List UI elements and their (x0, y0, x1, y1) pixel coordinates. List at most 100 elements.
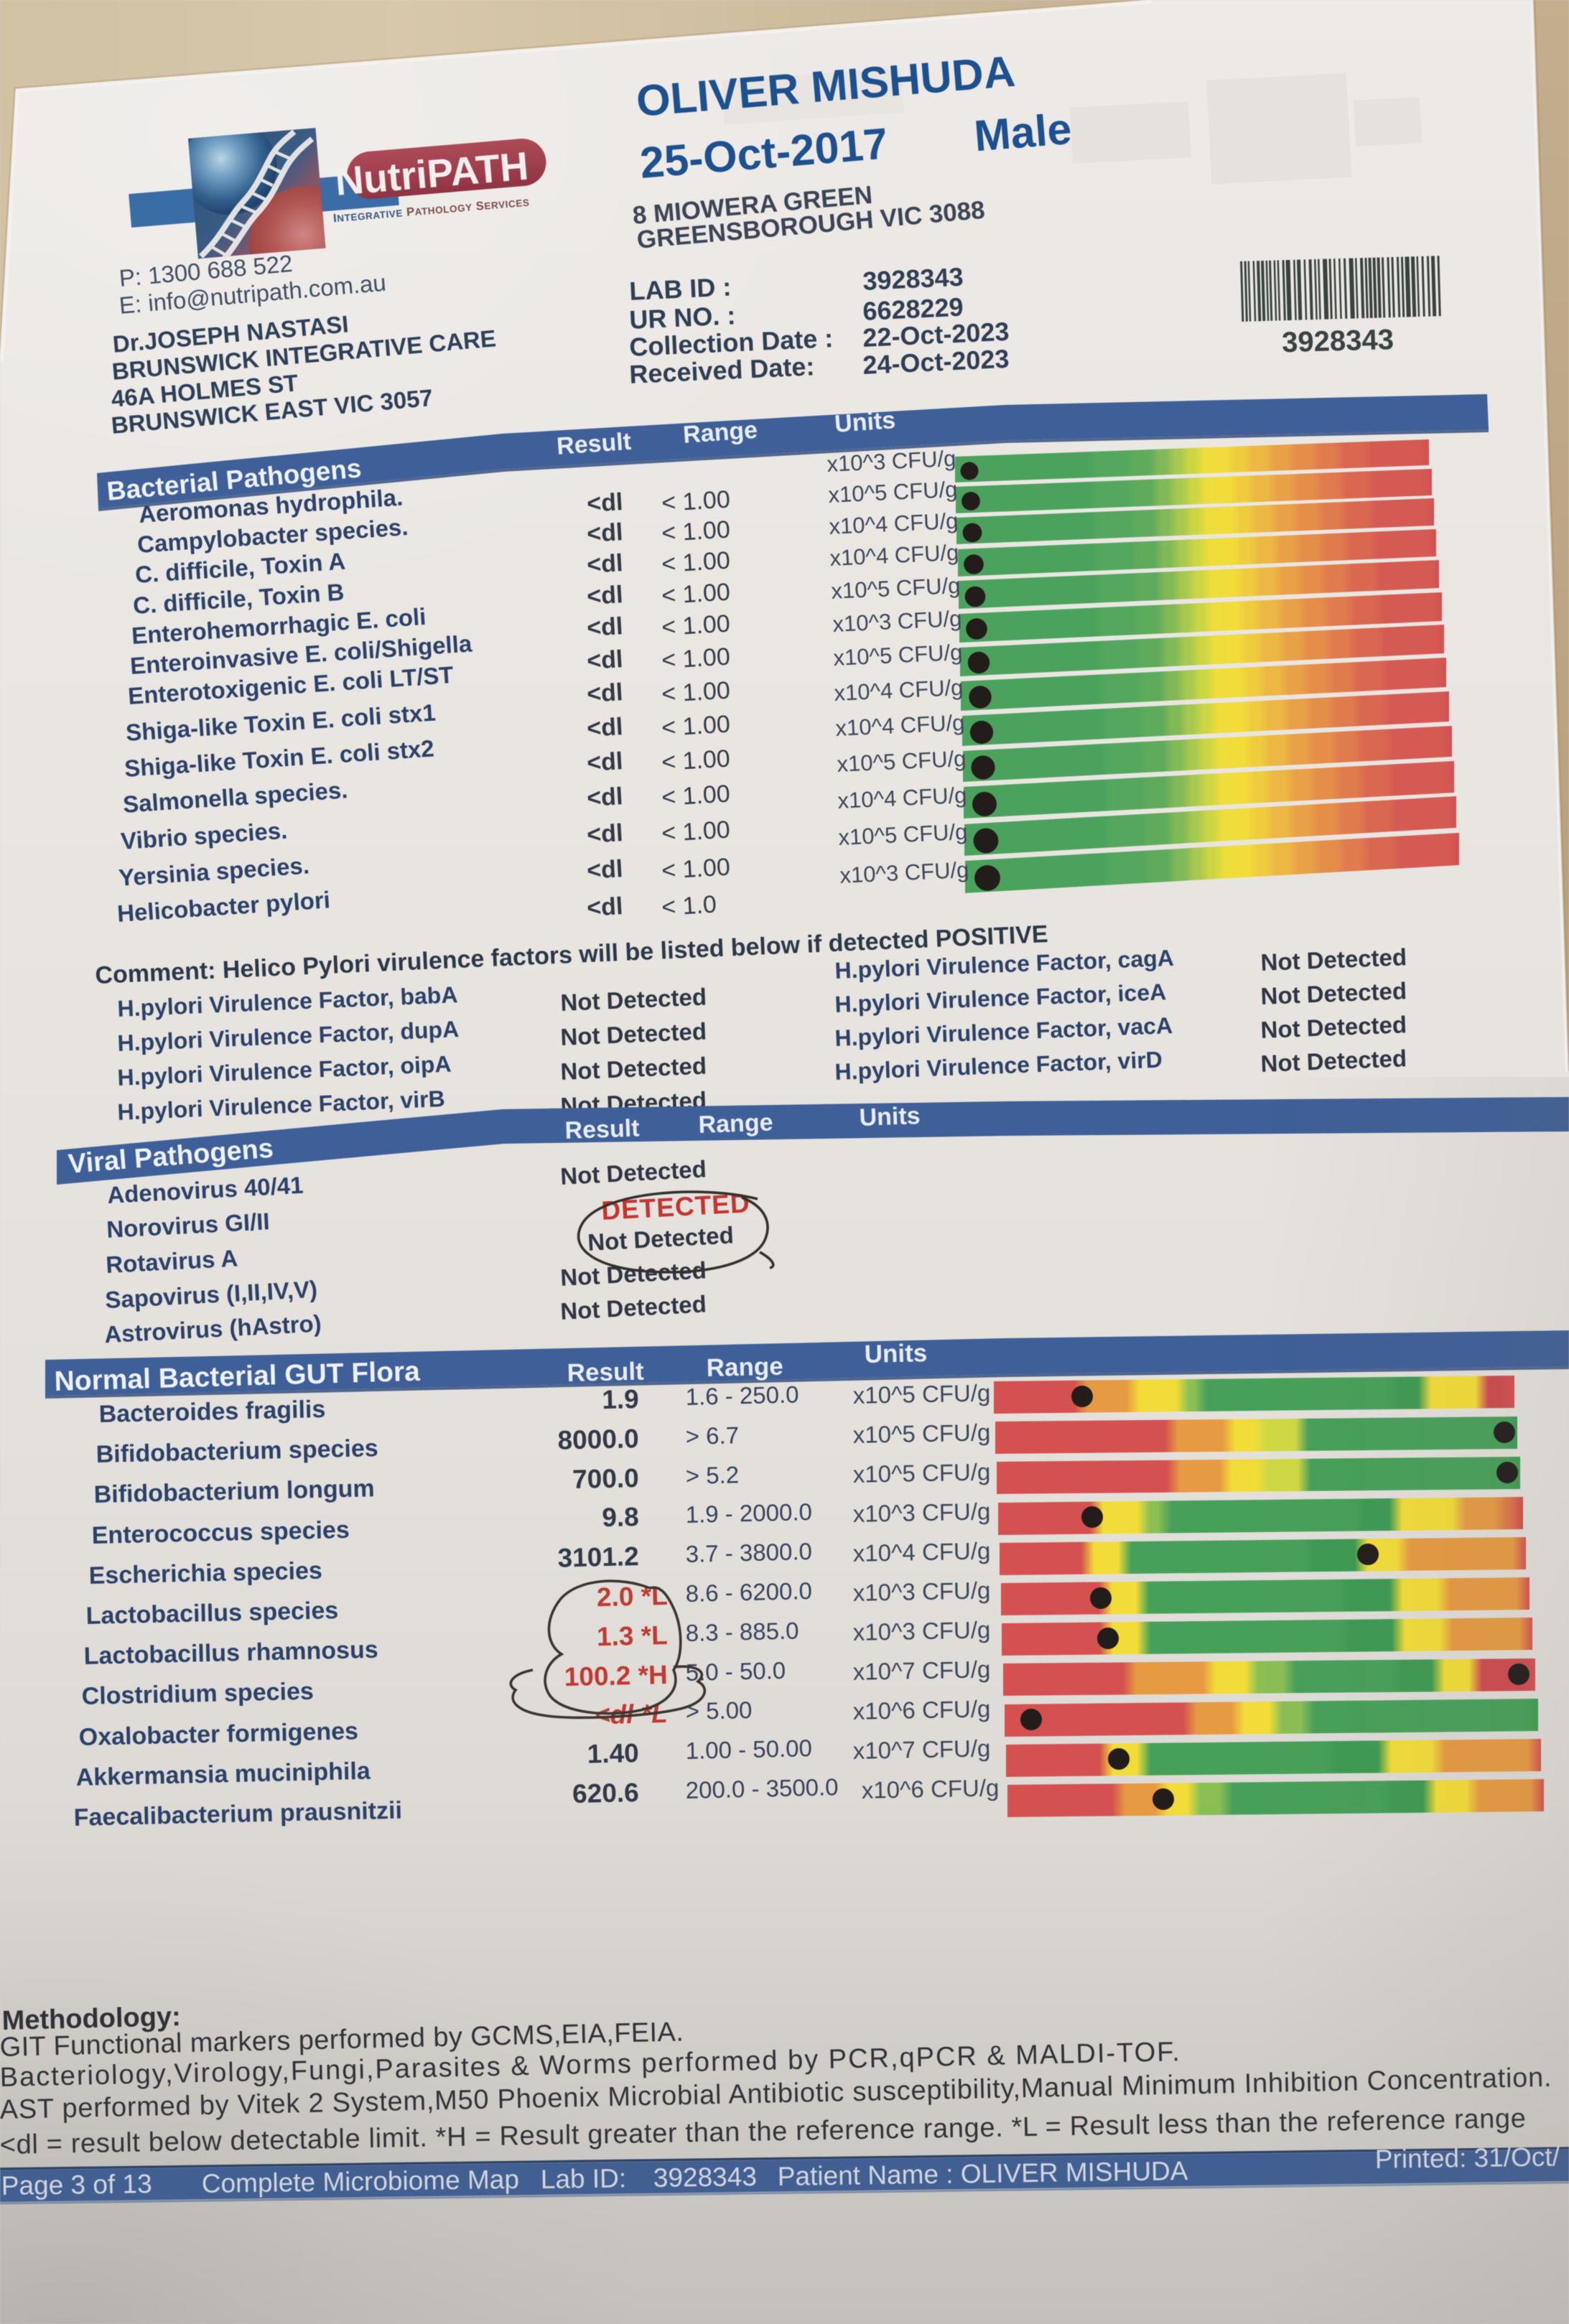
svg-text:Escherichia species: Escherichia species (88, 1557, 322, 1590)
svg-text:<dl: <dl (586, 581, 623, 610)
svg-text:> 5.2: > 5.2 (685, 1461, 739, 1489)
svg-text:x10^4 CFU/g: x10^4 CFU/g (834, 675, 964, 706)
svg-text:<dl: <dl (586, 783, 623, 812)
svg-text:< 1.00: < 1.00 (661, 711, 731, 742)
svg-text:Not Detected: Not Detected (1260, 1011, 1407, 1043)
svg-text:3928343: 3928343 (1282, 324, 1395, 358)
svg-text:x10^3 CFU/g: x10^3 CFU/g (852, 1577, 990, 1606)
svg-text:x10^6 CFU/g: x10^6 CFU/g (852, 1695, 990, 1725)
svg-text:Oxalobacter formigenes: Oxalobacter formigenes (78, 1717, 358, 1751)
svg-text:<dl: <dl (586, 747, 623, 777)
svg-text:1.00 - 50.00: 1.00 - 50.00 (685, 1735, 812, 1764)
svg-text:<dl: <dl (586, 855, 623, 885)
svg-text:< 1.00: < 1.00 (661, 579, 731, 610)
svg-text:3928343: 3928343 (862, 262, 964, 296)
svg-text:< 1.0: < 1.0 (661, 891, 717, 921)
svg-text:Units: Units (834, 406, 896, 438)
svg-text:x10^4 CFU/g: x10^4 CFU/g (852, 1537, 990, 1567)
svg-text:Units: Units (859, 1102, 921, 1131)
svg-text:> 6.7: > 6.7 (685, 1422, 739, 1450)
svg-text:Range: Range (698, 1109, 773, 1139)
svg-text:Not Detected: Not Detected (560, 1018, 707, 1050)
svg-text:Enterococcus species: Enterococcus species (91, 1516, 350, 1549)
svg-text:<dl: <dl (586, 713, 623, 742)
svg-text:> 5.00: > 5.00 (685, 1697, 752, 1725)
svg-text:x10^7 CFU/g: x10^7 CFU/g (852, 1735, 990, 1764)
svg-text:Range: Range (706, 1353, 783, 1382)
svg-text:Lactobacillus species: Lactobacillus species (85, 1597, 338, 1630)
svg-text:Bifidobacterium species: Bifidobacterium species (96, 1434, 378, 1468)
svg-text:x10^4 CFU/g: x10^4 CFU/g (829, 540, 959, 571)
svg-text:x10^4 CFU/g: x10^4 CFU/g (837, 783, 967, 813)
svg-text:Not Detected: Not Detected (1260, 977, 1407, 1009)
svg-text:Not Detected: Not Detected (1260, 1045, 1407, 1077)
svg-text:1.6 - 250.0: 1.6 - 250.0 (685, 1381, 799, 1410)
svg-text:LAB ID :: LAB ID : (629, 272, 732, 306)
svg-text:x10^5 CFU/g: x10^5 CFU/g (833, 640, 963, 671)
svg-text:<dl: <dl (586, 488, 623, 518)
svg-text:100.2 *H: 100.2 *H (564, 1660, 668, 1691)
svg-text:8.3 - 885.0: 8.3 - 885.0 (685, 1617, 799, 1646)
svg-text:Akkermansia muciniphila: Akkermansia muciniphila (75, 1758, 371, 1791)
svg-text:x10^3 CFU/g: x10^3 CFU/g (827, 446, 956, 477)
svg-text:Result: Result (564, 1114, 640, 1144)
svg-text:<dl: <dl (586, 819, 623, 849)
svg-text:Lactobacillus rhamnosus: Lactobacillus rhamnosus (83, 1636, 378, 1670)
svg-text:Units: Units (864, 1339, 927, 1368)
svg-text:x10^3 CFU/g: x10^3 CFU/g (852, 1498, 990, 1527)
svg-text:3101.2: 3101.2 (557, 1541, 639, 1573)
svg-text:< 1.00: < 1.00 (661, 610, 731, 641)
svg-text:x10^4 CFU/g: x10^4 CFU/g (829, 508, 959, 539)
svg-text:< 1.00: < 1.00 (661, 780, 731, 811)
svg-text:< 1.00: < 1.00 (661, 516, 731, 547)
svg-text:< 1.00: < 1.00 (661, 745, 731, 776)
svg-text:x10^5 CFU/g: x10^5 CFU/g (828, 477, 958, 508)
svg-text:5.0 - 50.0: 5.0 - 50.0 (685, 1657, 786, 1686)
svg-text:9.8: 9.8 (602, 1502, 639, 1532)
svg-text:6628229: 6628229 (862, 292, 964, 326)
svg-text:8000.0: 8000.0 (557, 1424, 639, 1455)
svg-text:< 1.00: < 1.00 (661, 854, 731, 885)
svg-text:x10^7 CFU/g: x10^7 CFU/g (852, 1656, 990, 1685)
svg-text:< 1.00: < 1.00 (661, 643, 731, 674)
svg-text:< 1.00: < 1.00 (661, 816, 731, 847)
svg-text:1.40: 1.40 (587, 1738, 639, 1769)
svg-text:x10^3 CFU/g: x10^3 CFU/g (839, 857, 969, 888)
svg-text:Not Detected: Not Detected (1260, 943, 1407, 976)
svg-text:Not Detected: Not Detected (560, 984, 707, 1016)
svg-text:x10^3 CFU/g: x10^3 CFU/g (852, 1616, 990, 1646)
svg-text:Male: Male (972, 104, 1074, 161)
svg-text:x10^3 CFU/g: x10^3 CFU/g (832, 606, 962, 637)
svg-text:<dl: <dl (586, 518, 623, 548)
svg-text:Result: Result (567, 1358, 644, 1387)
svg-text:x10^4 CFU/g: x10^4 CFU/g (835, 710, 965, 741)
svg-text:8.6 - 6200.0: 8.6 - 6200.0 (685, 1577, 812, 1607)
svg-text:<dl: <dl (586, 678, 623, 708)
svg-text:Clostridium species: Clostridium species (81, 1678, 314, 1710)
svg-text:1.9: 1.9 (602, 1384, 639, 1414)
svg-text:<dl: <dl (586, 892, 623, 922)
svg-text:Range: Range (682, 416, 758, 449)
svg-text:x10^5 CFU/g: x10^5 CFU/g (831, 573, 961, 604)
svg-text:x10^5 CFU/g: x10^5 CFU/g (838, 819, 968, 850)
svg-text:<dl: <dl (586, 645, 623, 675)
svg-text:< 1.00: < 1.00 (661, 486, 731, 517)
svg-text:x10^5 CFU/g: x10^5 CFU/g (852, 1458, 990, 1488)
svg-text:1.9 - 2000.0: 1.9 - 2000.0 (685, 1498, 812, 1528)
svg-text:UR NO. :: UR NO. : (629, 300, 737, 335)
svg-text:Bifidobacterium longum: Bifidobacterium longum (93, 1475, 375, 1508)
svg-text:< 1.00: < 1.00 (661, 677, 731, 708)
svg-text:24-Oct-2023: 24-Oct-2023 (862, 344, 1010, 380)
svg-text:x10^5 CFU/g: x10^5 CFU/g (837, 746, 967, 777)
svg-text:700.0: 700.0 (572, 1463, 640, 1494)
svg-text:3.7 - 3800.0: 3.7 - 3800.0 (685, 1538, 812, 1567)
svg-text:2.0 *L: 2.0 *L (597, 1581, 669, 1612)
svg-text:< 1.00: < 1.00 (661, 547, 731, 578)
svg-text:1.3 *L: 1.3 *L (597, 1620, 669, 1651)
svg-text:Result: Result (556, 428, 632, 460)
svg-text:Not Detected: Not Detected (560, 1053, 707, 1085)
svg-text:x10^5 CFU/g: x10^5 CFU/g (852, 1379, 990, 1409)
svg-text:<dl: <dl (586, 549, 623, 579)
svg-text:22-Oct-2023: 22-Oct-2023 (862, 317, 1010, 353)
svg-text:<dl: <dl (586, 612, 623, 642)
